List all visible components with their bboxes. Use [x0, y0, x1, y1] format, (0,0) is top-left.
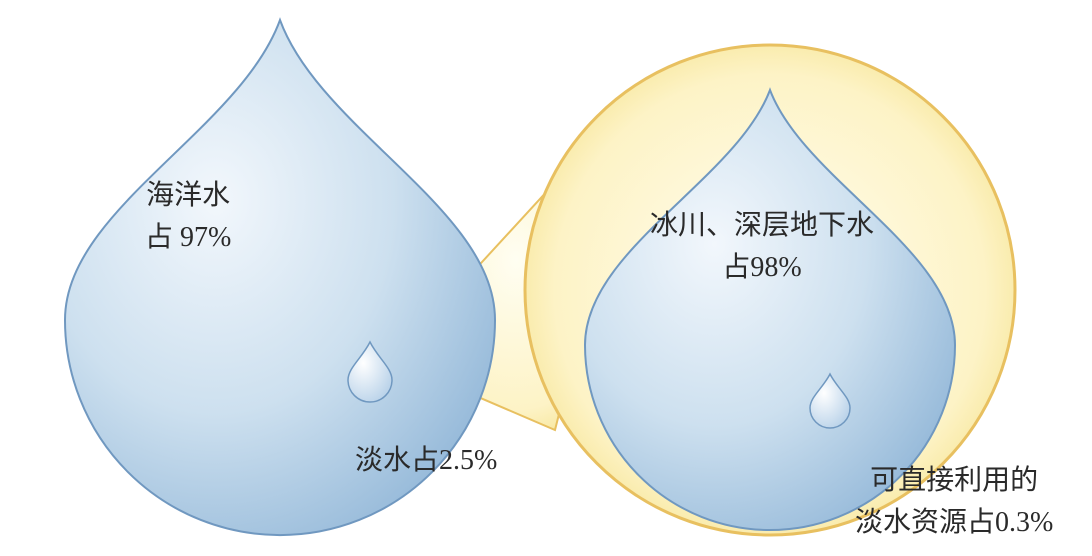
- right-main-line2: 占98%: [650, 247, 874, 289]
- left-main-line2: 占 97%: [145, 217, 231, 259]
- right-small-line1: 可直接利用的: [855, 460, 1053, 502]
- right-main-line1: 冰川、深层地下水: [650, 205, 874, 247]
- right-main-label: 冰川、深层地下水 占98%: [650, 205, 874, 289]
- left-small-label: 淡水占2.5%: [355, 440, 497, 482]
- right-small-label: 可直接利用的 淡水资源占0.3%: [855, 460, 1053, 544]
- left-main-line1: 海洋水: [145, 175, 231, 217]
- left-main-label: 海洋水 占 97%: [145, 175, 231, 259]
- left-small-text: 淡水占2.5%: [355, 445, 497, 476]
- right-small-line2: 淡水资源占0.3%: [855, 502, 1053, 544]
